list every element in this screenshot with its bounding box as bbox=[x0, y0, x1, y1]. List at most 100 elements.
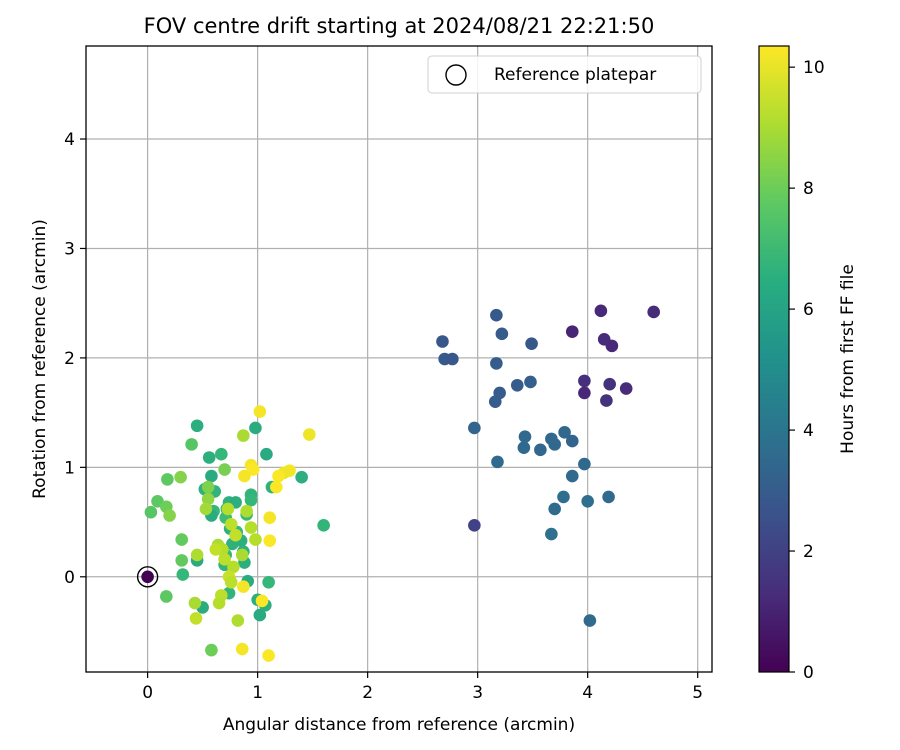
data-point bbox=[163, 509, 176, 522]
legend-entry-label: Reference platepar bbox=[494, 65, 656, 85]
x-axis-ticks: 0 1 2 3 4 5 bbox=[142, 672, 703, 703]
data-point bbox=[619, 382, 633, 395]
data-point bbox=[249, 421, 262, 435]
data-point bbox=[253, 405, 267, 418]
data-point bbox=[235, 548, 249, 562]
data-point bbox=[176, 568, 190, 581]
data-point bbox=[317, 519, 330, 532]
data-point bbox=[246, 463, 260, 476]
data-point bbox=[188, 596, 202, 610]
data-point bbox=[495, 327, 509, 341]
data-point bbox=[525, 337, 538, 350]
data-point bbox=[605, 339, 619, 353]
data-point bbox=[524, 375, 537, 389]
data-point bbox=[488, 395, 502, 408]
x-axis-label: Angular distance from reference (arcmin) bbox=[223, 715, 575, 735]
data-point bbox=[175, 533, 189, 546]
data-points bbox=[136, 304, 660, 662]
colorbar-gradient bbox=[758, 45, 790, 673]
data-point bbox=[578, 457, 591, 471]
data-point bbox=[160, 590, 173, 603]
axes-frame bbox=[85, 45, 713, 673]
data-point bbox=[255, 594, 269, 608]
data-point bbox=[237, 429, 250, 442]
x-tick-label: 3 bbox=[472, 683, 483, 703]
data-point bbox=[468, 421, 481, 435]
data-point bbox=[189, 612, 203, 625]
data-point bbox=[594, 304, 608, 318]
data-point bbox=[235, 642, 249, 656]
data-point bbox=[238, 469, 251, 483]
data-point bbox=[224, 517, 238, 531]
data-point bbox=[201, 480, 215, 494]
data-point bbox=[263, 511, 277, 524]
y-tick-label: 2 bbox=[64, 349, 75, 369]
x-tick-label: 4 bbox=[582, 683, 593, 703]
y-tick-label: 0 bbox=[64, 568, 75, 588]
data-point bbox=[249, 533, 262, 546]
x-tick-label: 2 bbox=[362, 683, 373, 703]
y-axis-label: Rotation from reference (arcmin) bbox=[30, 219, 50, 499]
data-point bbox=[303, 428, 316, 441]
data-point bbox=[565, 469, 579, 483]
reference-platepar-marker bbox=[136, 566, 159, 588]
y-tick-label: 1 bbox=[64, 458, 75, 478]
y-tick-label: 3 bbox=[64, 239, 75, 259]
x-tick-label: 1 bbox=[252, 683, 263, 703]
colorbar-tick-label: 8 bbox=[803, 179, 814, 199]
data-point bbox=[205, 469, 218, 483]
colorbar-tick-label: 4 bbox=[803, 421, 814, 441]
data-point bbox=[545, 527, 558, 541]
data-point bbox=[212, 596, 226, 610]
y-tick-label: 4 bbox=[64, 130, 75, 150]
data-point bbox=[221, 502, 235, 516]
data-point bbox=[558, 426, 571, 439]
data-point bbox=[229, 528, 242, 542]
data-point bbox=[244, 521, 258, 534]
data-point bbox=[490, 308, 503, 322]
data-point bbox=[227, 560, 240, 574]
data-point bbox=[224, 575, 238, 589]
data-point bbox=[205, 643, 218, 657]
grid-lines bbox=[86, 46, 712, 672]
data-point bbox=[231, 614, 245, 627]
data-point bbox=[161, 473, 174, 486]
colorbar-tick-label: 2 bbox=[803, 542, 814, 562]
data-point bbox=[603, 377, 616, 391]
data-point bbox=[583, 614, 597, 627]
data-point bbox=[190, 419, 204, 433]
data-point bbox=[491, 455, 504, 469]
legend-open-circle-marker bbox=[445, 64, 467, 86]
data-point bbox=[510, 378, 524, 392]
data-point bbox=[244, 493, 258, 507]
data-point bbox=[602, 490, 615, 504]
colorbar-label: Hours from first FF file bbox=[838, 264, 858, 454]
data-point bbox=[199, 502, 213, 516]
data-point bbox=[175, 554, 189, 567]
data-point bbox=[548, 438, 561, 451]
data-point bbox=[578, 386, 591, 400]
data-point bbox=[185, 438, 198, 451]
data-point bbox=[295, 470, 308, 484]
data-point bbox=[534, 443, 547, 457]
data-point bbox=[218, 552, 231, 566]
data-point bbox=[215, 447, 228, 461]
data-point bbox=[565, 325, 579, 338]
legend-box bbox=[427, 55, 702, 94]
colorbar-tick-label: 6 bbox=[803, 300, 814, 320]
colorbar-tick-label: 0 bbox=[803, 663, 814, 683]
data-point bbox=[436, 335, 449, 348]
data-point bbox=[490, 357, 503, 370]
colorbar-ticks: 0 2 4 6 8 10 bbox=[789, 58, 825, 683]
data-point bbox=[201, 492, 215, 506]
data-point bbox=[468, 519, 481, 532]
data-point bbox=[190, 548, 204, 562]
data-point bbox=[253, 608, 267, 622]
data-point bbox=[141, 570, 154, 584]
colorbar-tick-label: 10 bbox=[803, 58, 825, 78]
chart-title: FOV centre drift starting at 2024/08/21 … bbox=[144, 14, 655, 38]
data-point bbox=[600, 394, 613, 407]
data-point bbox=[581, 494, 594, 508]
data-point bbox=[446, 352, 459, 366]
